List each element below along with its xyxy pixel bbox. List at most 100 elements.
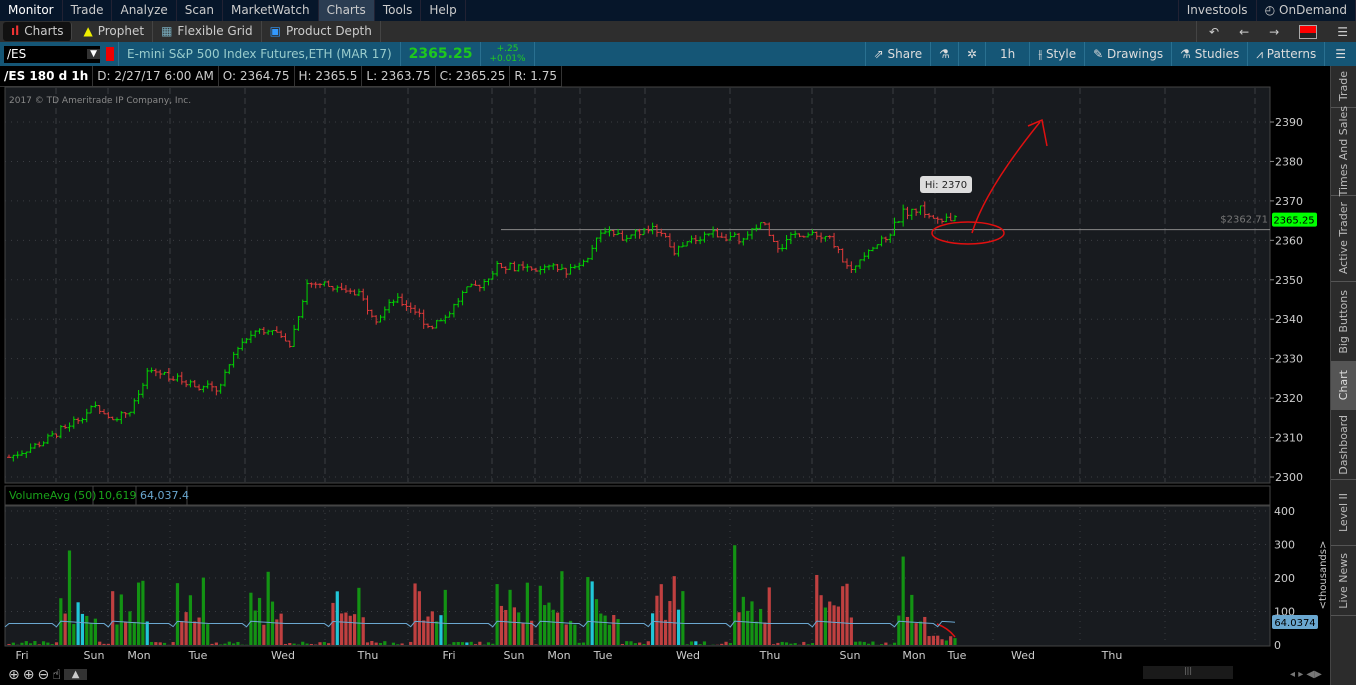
menu-scan[interactable]: Scan bbox=[177, 0, 223, 21]
time-axis-label: Tue bbox=[593, 649, 613, 662]
menu-trade[interactable]: Trade bbox=[63, 0, 113, 21]
tab-flexible-grid[interactable]: ▦ Flexible Grid bbox=[153, 21, 262, 42]
color-link-icon[interactable] bbox=[1299, 24, 1318, 39]
volume-bar bbox=[89, 622, 93, 645]
menu-monitor[interactable]: Monitor bbox=[0, 0, 63, 21]
chart-menu-button[interactable]: ☰ bbox=[1325, 42, 1356, 66]
volume-bar bbox=[720, 643, 724, 645]
volume-bar bbox=[270, 601, 275, 645]
settings-button[interactable]: ✲ bbox=[959, 42, 986, 66]
volume-bar bbox=[184, 612, 188, 645]
menu-help[interactable]: Help bbox=[421, 0, 466, 21]
studies-button[interactable]: ⚗ Studies bbox=[1172, 42, 1249, 66]
chart-area[interactable]: 2017 © TD Ameritrade IP Company, Inc. 23… bbox=[0, 66, 1330, 664]
tab-level-ii[interactable]: Level II bbox=[1331, 480, 1356, 546]
crosshair-icon[interactable]: ⊕ bbox=[8, 666, 20, 683]
flask-button[interactable]: ⚗ bbox=[931, 42, 959, 66]
volume-bar bbox=[119, 594, 123, 645]
drawings-button[interactable]: ✎ Drawings bbox=[1085, 42, 1173, 66]
percent-change: +0.01% bbox=[489, 54, 526, 64]
volume-bar bbox=[750, 601, 754, 645]
tab-chart[interactable]: Chart bbox=[1331, 362, 1356, 410]
ondemand-button[interactable]: ◴ OnDemand bbox=[1257, 0, 1356, 21]
link-flag-icon[interactable] bbox=[106, 47, 114, 61]
pan-hand-icon[interactable]: ☝ bbox=[52, 666, 61, 683]
price-bar bbox=[235, 346, 240, 359]
annotation-arrow[interactable] bbox=[971, 118, 1048, 234]
zoom-out-icon[interactable]: ⊖ bbox=[37, 666, 50, 683]
patterns-button[interactable]: ⩘ Patterns bbox=[1248, 42, 1326, 66]
price-axis-label: 2320 bbox=[1275, 392, 1303, 405]
menu-icon[interactable]: ☰ bbox=[1337, 24, 1348, 39]
menu-analyze[interactable]: Analyze bbox=[112, 0, 177, 21]
price-bar bbox=[175, 373, 180, 382]
menu-charts[interactable]: Charts bbox=[318, 0, 375, 21]
volume-bar bbox=[802, 641, 806, 645]
volume-bar bbox=[253, 610, 257, 645]
price-bar bbox=[106, 412, 111, 419]
volume-bar bbox=[538, 585, 542, 645]
share-button[interactable]: ⇗ Share bbox=[864, 42, 932, 66]
expand-panel-button[interactable]: ▲ bbox=[63, 669, 88, 680]
tab-times-and-sales[interactable]: Times And Sales bbox=[1331, 106, 1356, 197]
volume-bar bbox=[46, 642, 50, 645]
price-bar bbox=[866, 249, 871, 259]
volume-bar bbox=[936, 635, 940, 645]
forward-arrow-icon[interactable]: → bbox=[1269, 24, 1280, 39]
menu-marketwatch[interactable]: MarketWatch bbox=[223, 0, 319, 21]
volume-bar bbox=[439, 615, 443, 645]
price-bar bbox=[875, 244, 880, 250]
menu-tools[interactable]: Tools bbox=[375, 0, 422, 21]
price-axis-label: 2370 bbox=[1275, 195, 1303, 208]
price-bar bbox=[909, 208, 914, 220]
volume-bar bbox=[249, 592, 253, 645]
tab-product-depth[interactable]: ▣ Product Depth bbox=[262, 21, 381, 42]
tab-live-news[interactable]: Live News bbox=[1331, 546, 1356, 616]
style-button[interactable]: ⫲ Style bbox=[1030, 42, 1086, 66]
zoom-in-icon[interactable]: ⊕ bbox=[22, 666, 35, 683]
price-bar bbox=[171, 376, 176, 381]
price-bar bbox=[646, 225, 651, 234]
price-bar bbox=[879, 235, 884, 247]
price-bar bbox=[132, 398, 137, 415]
back-arrow-icon[interactable]: ← bbox=[1239, 24, 1250, 39]
volume-unit-label: <thousands> bbox=[1318, 541, 1329, 610]
price-bar bbox=[806, 232, 811, 238]
volume-bar bbox=[383, 641, 387, 645]
last-price-tag-text: 2365.25 bbox=[1273, 216, 1314, 227]
tab-prophet[interactable]: ▲ Prophet bbox=[75, 21, 154, 42]
price-bar bbox=[15, 451, 20, 459]
chevron-down-icon[interactable]: ▼ bbox=[87, 49, 100, 59]
timeframe-button[interactable]: 1h bbox=[986, 42, 1031, 66]
volume-bar bbox=[646, 641, 650, 645]
tab-big-buttons[interactable]: Big Buttons bbox=[1331, 282, 1356, 362]
tab-active-trader[interactable]: Active Trader bbox=[1331, 196, 1356, 282]
price-bar bbox=[179, 371, 184, 385]
symbol-input[interactable]: /ES ▼ bbox=[4, 45, 100, 63]
price-bar bbox=[305, 279, 310, 305]
price-bar bbox=[927, 213, 932, 219]
pencil-icon: ✎ bbox=[1093, 47, 1107, 61]
price-bar bbox=[745, 231, 750, 240]
tab-charts[interactable]: ıl Charts bbox=[3, 22, 73, 41]
price-bar bbox=[477, 284, 482, 292]
undo-icon[interactable]: ↶ bbox=[1209, 24, 1220, 39]
ondemand-label: OnDemand bbox=[1279, 3, 1347, 17]
price-bar bbox=[693, 234, 698, 245]
horizontal-scrollbar[interactable]: ||| bbox=[1143, 666, 1233, 679]
tab-dashboard[interactable]: Dashboard bbox=[1331, 410, 1356, 480]
scroll-arrows-icon[interactable]: ◂ ▸ ◀▶ bbox=[1290, 669, 1322, 680]
price-bar bbox=[620, 230, 625, 241]
price-bar bbox=[931, 214, 936, 219]
price-bar bbox=[283, 333, 288, 342]
clock-history-icon: ◴ bbox=[1264, 3, 1276, 17]
price-bar bbox=[158, 369, 163, 379]
volume-bar bbox=[815, 574, 819, 645]
volume-bar bbox=[193, 621, 197, 645]
annotation-ellipse[interactable] bbox=[931, 221, 1005, 245]
volume-study-label[interactable]: VolumeAvg (50) bbox=[9, 489, 96, 502]
price-bar bbox=[780, 243, 785, 252]
investools-link[interactable]: Investools bbox=[1177, 0, 1257, 21]
price-bar bbox=[102, 409, 107, 415]
tab-trade[interactable]: Trade bbox=[1331, 66, 1356, 108]
